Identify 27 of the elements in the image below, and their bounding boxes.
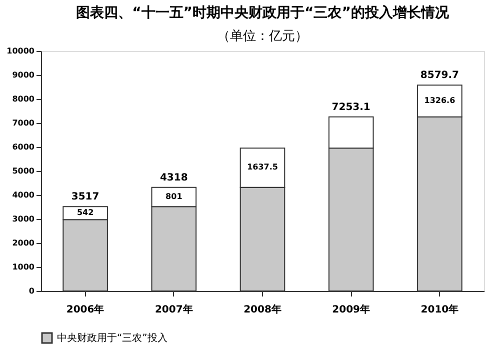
legend-label: 中央财政用于“三农”投入 [57, 332, 168, 344]
x-tick-label: 2010年 [420, 304, 459, 316]
y-tick-label: 6000 [12, 142, 35, 152]
y-tick-label: 10000 [6, 46, 35, 56]
data-label: 542 [76, 208, 94, 218]
total-label: 7253.1 [332, 102, 370, 113]
chart-title: 图表四、“十一五”时期中央财政用于“三农”的投入增长情况 [76, 5, 450, 21]
x-tick-label: 2009年 [332, 304, 370, 316]
chart-subtitle: （单位：亿元） [217, 29, 308, 44]
y-tick-label: 3000 [12, 214, 35, 224]
x-tick-label: 2007年 [154, 304, 193, 316]
y-tick-label: 2000 [12, 238, 35, 248]
total-label: 4318 [160, 172, 188, 184]
data-label: 1326.6 [424, 96, 456, 106]
y-tick-label: 9000 [12, 70, 35, 80]
y-tick-label: 0 [28, 286, 35, 296]
data-label: 801 [166, 192, 183, 201]
total-label: 8579.7 [420, 70, 460, 82]
data-label: 1637.5 [247, 162, 278, 172]
y-tick-label: 1000 [12, 262, 35, 272]
x-tick-label: 2008年 [244, 304, 282, 316]
y-tick-label: 8000 [12, 94, 35, 104]
x-tick-label: 2006年 [66, 304, 104, 316]
y-tick-label: 7000 [12, 118, 35, 128]
y-tick-label: 4000 [12, 190, 35, 200]
y-tick-label: 5000 [12, 166, 35, 176]
total-label: 3517 [71, 192, 100, 203]
